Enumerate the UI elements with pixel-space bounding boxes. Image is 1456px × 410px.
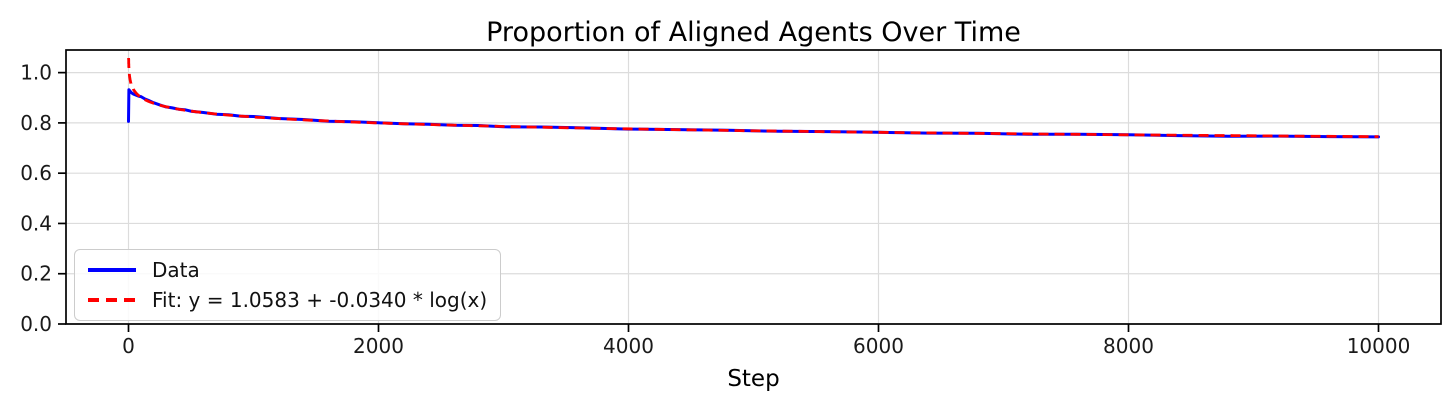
legend-item-data: Data <box>88 258 487 282</box>
y-tick-label: 0.4 <box>20 211 52 235</box>
fit-line <box>127 58 1379 139</box>
data-line-swatch <box>88 268 136 272</box>
fit-line-swatch <box>88 298 136 302</box>
x-tick-label: 6000 <box>853 334 904 358</box>
chart-title: Proportion of Aligned Agents Over Time <box>486 17 1021 48</box>
x-tick-label: 0 <box>122 334 135 358</box>
x-tick-label: 4000 <box>603 334 654 358</box>
x-tick-label: 8000 <box>1103 334 1154 358</box>
y-tick-label: 0.8 <box>20 111 52 135</box>
x-axis-label: Step <box>727 366 780 392</box>
y-tick-label: 0.2 <box>20 262 52 286</box>
axes-box <box>65 49 1442 325</box>
legend: Data Fit: y = 1.0583 + -0.0340 * log(x) <box>74 249 502 321</box>
x-tick-label: 2000 <box>353 334 404 358</box>
legend-item-fit: Fit: y = 1.0583 + -0.0340 * log(x) <box>88 288 487 312</box>
x-tick-label: 10000 <box>1347 334 1411 358</box>
y-tick-label: 0.0 <box>20 312 52 336</box>
legend-label-fit: Fit: y = 1.0583 + -0.0340 * log(x) <box>152 288 488 312</box>
y-tick-label: 1.0 <box>20 61 52 85</box>
y-tick-label: 0.6 <box>20 161 52 185</box>
legend-label-data: Data <box>152 258 200 282</box>
